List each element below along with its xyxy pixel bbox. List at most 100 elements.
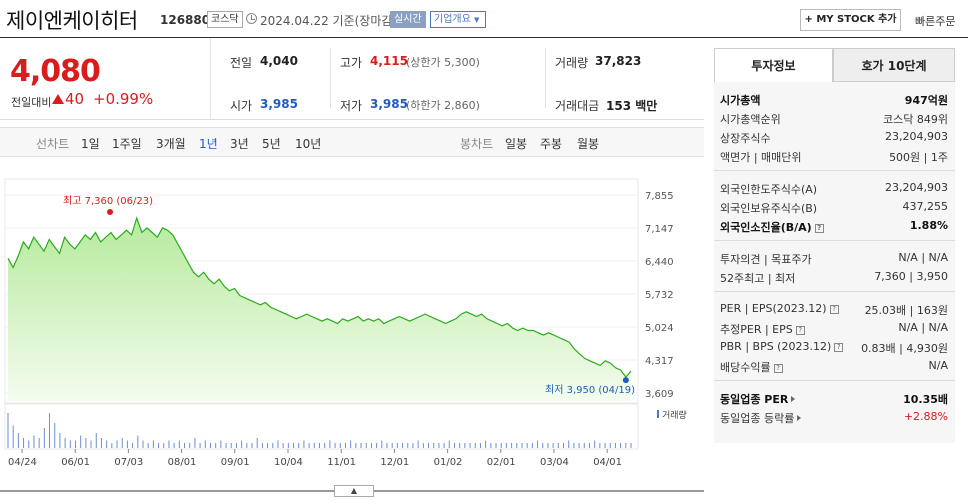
date-text: 2024.04.22 기준(장마감) bbox=[260, 14, 398, 28]
open-label: 시가 bbox=[230, 99, 253, 113]
x-tick-label: 04/01 bbox=[593, 457, 622, 468]
divider bbox=[210, 38, 211, 120]
info-row-value: 25.03배 | 163원 bbox=[864, 304, 948, 317]
my-stock-add-button[interactable]: + MY STOCK 추가 bbox=[800, 9, 901, 31]
divider bbox=[330, 48, 331, 108]
info-row: 시가총액 947억원 bbox=[720, 90, 948, 109]
current-price: 4,080 bbox=[10, 54, 101, 89]
price-area: 4,080 전일대비 40 +0.99% 전일 4,040 시가 3,985 고… bbox=[0, 38, 704, 120]
low-annotation: 최저 3,950 (04/19) bbox=[545, 384, 635, 396]
company-summary-button[interactable]: 기업개요 ▼ bbox=[430, 11, 486, 28]
x-tick-label: 02/01 bbox=[487, 457, 516, 468]
low-point-marker bbox=[622, 377, 629, 384]
high-annotation: 최고 7,360 (06/23) bbox=[63, 195, 153, 207]
info-row-label: 외국인보유주식수(B) bbox=[720, 202, 818, 215]
volume-label: 거래량 bbox=[555, 56, 589, 70]
tab-weekly[interactable]: 주봉 bbox=[540, 137, 563, 151]
realtime-button[interactable]: 실시간 bbox=[390, 11, 426, 28]
market-badge: 코스닥 bbox=[207, 11, 243, 28]
y-tick-label: 6,440 bbox=[645, 257, 674, 268]
info-row-label: 투자의견 | 목표주가 bbox=[720, 253, 812, 266]
tab-1d[interactable]: 1일 bbox=[81, 137, 100, 151]
info-row-value: 437,255 bbox=[902, 200, 949, 213]
stock-header: 제이엔케이히터 126880 코스닥 2024.04.22 기준(장마감) 실시… bbox=[0, 0, 968, 38]
info-row: PBR | BPS (2023.12)? 0.83배 | 4,930원 bbox=[720, 338, 948, 357]
volume-value: 37,823 bbox=[595, 54, 642, 68]
tab-10y[interactable]: 10년 bbox=[295, 137, 322, 151]
tab-1w[interactable]: 1주일 bbox=[112, 137, 142, 151]
chevron-right-icon[interactable] bbox=[791, 396, 796, 402]
help-icon[interactable]: ? bbox=[834, 343, 844, 352]
info-row: 액면가 | 매매단위 500원 | 1주 bbox=[720, 147, 948, 166]
tab-1y[interactable]: 1년 bbox=[199, 137, 218, 151]
info-row-value: +2.88% bbox=[903, 410, 948, 423]
info-row-label: PER | EPS(2023.12)? bbox=[720, 302, 839, 315]
y-tick-label: 4,317 bbox=[645, 356, 674, 367]
tab-3m[interactable]: 3개월 bbox=[156, 137, 186, 151]
amount-label: 거래대금 bbox=[555, 99, 600, 113]
x-tick-label: 10/04 bbox=[274, 457, 303, 468]
y-tick-label: 3,609 bbox=[645, 389, 674, 400]
chart-period-tabs: 선차트 1일 1주일 3개월 1년 3년 5년 10년 봉차트 일봉 주봉 월봉 bbox=[0, 127, 704, 157]
change-pct: +0.99% bbox=[93, 90, 154, 108]
help-icon[interactable]: ? bbox=[829, 305, 839, 314]
info-row-value: N/A | N/A bbox=[898, 251, 948, 264]
open-value: 3,985 bbox=[260, 97, 298, 111]
info-row: 외국인소진율(B/A)? 1.88% bbox=[720, 217, 948, 236]
low-limit: (하한가 2,860) bbox=[406, 99, 480, 112]
info-row: 배당수익률? N/A bbox=[720, 357, 948, 376]
info-row: 동일업종 등락률 +2.88% bbox=[720, 408, 948, 427]
x-tick-label: 11/01 bbox=[327, 457, 356, 468]
info-row: 상장주식수 23,204,903 bbox=[720, 128, 948, 147]
info-row-value: 7,360 | 3,950 bbox=[874, 270, 948, 283]
section-divider bbox=[714, 170, 955, 171]
help-icon[interactable]: ? bbox=[773, 364, 783, 373]
info-row: 외국인한도주식수(A) 23,204,903 bbox=[720, 179, 948, 198]
info-row-value: 코스닥 849위 bbox=[883, 113, 948, 126]
change-label: 전일대비 bbox=[11, 96, 52, 109]
info-row-label: PBR | BPS (2023.12)? bbox=[720, 340, 844, 353]
tab-hoga-10[interactable]: 호가 10단계 bbox=[833, 48, 955, 82]
quick-order-button[interactable]: 빠른주문 bbox=[915, 15, 956, 28]
info-body bbox=[714, 82, 955, 443]
info-row-label: 52주최고 | 최저 bbox=[720, 272, 796, 285]
section-divider bbox=[714, 380, 955, 381]
info-row: 시가총액순위 코스닥 849위 bbox=[720, 109, 948, 128]
info-row-value: 500원 | 1주 bbox=[889, 151, 948, 164]
info-row-label: 상장주식수 bbox=[720, 132, 771, 145]
x-tick-label: 07/03 bbox=[114, 457, 143, 468]
up-arrow-icon bbox=[52, 94, 64, 104]
x-tick-label: 08/01 bbox=[168, 457, 197, 468]
info-row: 동일업종 PER 10.35배 bbox=[720, 389, 948, 408]
help-icon[interactable]: ? bbox=[795, 326, 805, 335]
help-icon[interactable]: ? bbox=[814, 224, 824, 233]
y-tick-label: 5,732 bbox=[645, 290, 674, 301]
x-tick-label: 06/01 bbox=[61, 457, 90, 468]
chevron-up-icon[interactable]: ▲ bbox=[334, 485, 374, 497]
section-divider bbox=[714, 291, 955, 292]
info-row-value: N/A bbox=[928, 359, 948, 372]
tab-invest-info[interactable]: 투자정보 bbox=[714, 48, 833, 82]
price-chart[interactable]: 7,855 7,147 6,440 5,732 5,024 4,317 3,609 최고 7,… bbox=[0, 157, 704, 500]
info-row-label: 배당수익률? bbox=[720, 359, 783, 375]
chevron-down-icon: ▼ bbox=[474, 16, 480, 24]
tab-5y[interactable]: 5년 bbox=[262, 137, 281, 151]
info-row: PER | EPS(2023.12)? 25.03배 | 163원 bbox=[720, 300, 948, 319]
tab-3y[interactable]: 3년 bbox=[230, 137, 249, 151]
stock-code: 126880 bbox=[160, 13, 211, 27]
tab-monthly[interactable]: 월봉 bbox=[577, 137, 600, 151]
volume-frame bbox=[4, 403, 639, 450]
info-row-label: 외국인소진율(B/A)? bbox=[720, 219, 824, 235]
x-tick-label: 04/24 bbox=[8, 457, 37, 468]
clock-icon bbox=[246, 13, 257, 24]
info-row-label: 추정PER | EPS? bbox=[720, 321, 805, 337]
chevron-right-icon[interactable] bbox=[797, 415, 802, 421]
tab-daily[interactable]: 일봉 bbox=[505, 137, 528, 151]
info-row-label: 시가총액순위 bbox=[720, 113, 781, 126]
high-limit: (상한가 5,300) bbox=[406, 56, 480, 69]
divider bbox=[545, 48, 546, 108]
info-row-value: 1.88% bbox=[909, 219, 948, 232]
line-chart-label: 선차트 bbox=[36, 137, 70, 151]
info-row-value: 10.35배 bbox=[903, 393, 948, 406]
info-row: 투자의견 | 목표주가 N/A | N/A bbox=[720, 249, 948, 268]
